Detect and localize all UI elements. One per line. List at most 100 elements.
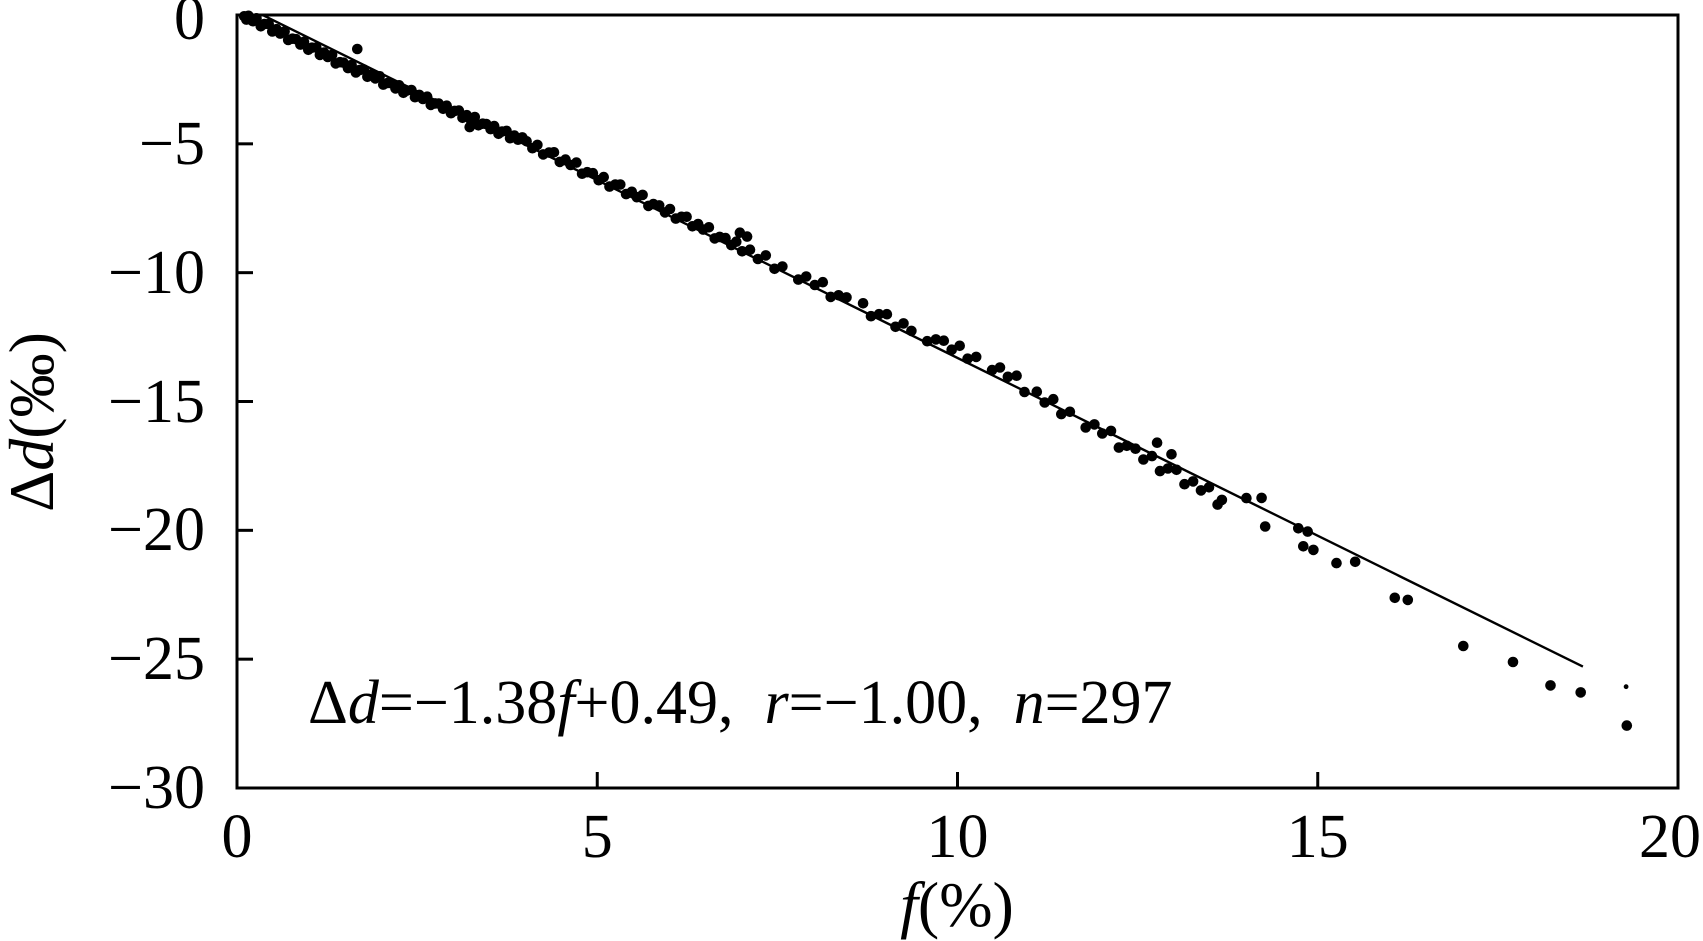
static-text: Δ	[0, 470, 67, 512]
data-point	[752, 253, 764, 265]
data-point	[1187, 476, 1199, 487]
fit-equation-annotation: Δd=−1.38f+0.49, r=−1.00, n=297	[308, 668, 1173, 738]
data-point	[1216, 494, 1228, 506]
data-point	[906, 325, 917, 337]
data-point	[1056, 408, 1067, 420]
data-point	[532, 139, 543, 151]
data-point	[1138, 454, 1149, 465]
data-point	[1179, 478, 1190, 490]
x-tick-label: 0	[221, 803, 253, 871]
y-axis-title: Δd(‰)	[0, 272, 67, 572]
data-point	[777, 261, 788, 272]
data-point	[898, 318, 909, 329]
data-point	[1162, 463, 1174, 474]
data-point	[488, 120, 500, 132]
data-point	[1011, 370, 1022, 382]
y-tick-label: −10	[108, 238, 205, 307]
data-point	[298, 36, 310, 48]
static-text: =297	[1044, 669, 1173, 737]
variable-text: d	[347, 669, 379, 737]
data-point	[1130, 443, 1141, 455]
y-tick-label: −30	[108, 754, 205, 822]
data-point	[469, 111, 481, 123]
data-point	[1146, 450, 1158, 462]
data-point	[548, 147, 560, 158]
data-point	[1064, 406, 1076, 418]
variable-text: f	[900, 869, 918, 940]
data-point	[938, 335, 950, 347]
scatter-points	[238, 10, 1633, 731]
data-point	[760, 250, 772, 261]
data-point	[1293, 523, 1304, 534]
variable-text: f	[557, 669, 575, 737]
data-point	[1545, 680, 1556, 691]
data-point	[1256, 492, 1267, 504]
y-tick-label: −5	[139, 109, 205, 178]
data-point	[1621, 720, 1633, 731]
x-tick-label: 15	[1286, 803, 1349, 871]
static-text: Δ	[308, 669, 348, 737]
data-point	[374, 71, 386, 82]
data-point	[921, 335, 933, 347]
x-tick-label: 5	[581, 803, 613, 871]
data-point	[890, 321, 901, 333]
data-point	[598, 171, 609, 183]
data-point	[817, 276, 829, 288]
data-point	[1302, 526, 1313, 537]
data-point	[1575, 687, 1586, 698]
data-point	[1019, 386, 1030, 398]
data-point	[653, 200, 665, 211]
static-text: =−1.00,	[788, 669, 1014, 737]
variable-text: r	[764, 669, 789, 737]
y-tick-label: −20	[108, 496, 205, 565]
y-tick-label: −25	[108, 625, 205, 694]
data-point	[1349, 556, 1361, 568]
data-point	[865, 310, 877, 322]
data-point	[1259, 521, 1271, 532]
data-point	[744, 244, 756, 255]
data-point	[637, 189, 648, 201]
static-text: =−1.38	[378, 669, 558, 737]
data-point	[1195, 485, 1207, 496]
data-point	[809, 279, 821, 291]
x-tick-label: 10	[926, 803, 989, 871]
data-point	[881, 308, 893, 320]
data-point	[1203, 482, 1215, 493]
data-point	[464, 121, 476, 133]
data-point	[962, 353, 973, 365]
y-tick-label: 0	[174, 0, 205, 53]
x-tick-label: 20	[1639, 803, 1701, 871]
data-point	[1113, 442, 1125, 453]
data-point	[1389, 592, 1401, 604]
data-point	[326, 49, 338, 61]
data-point	[731, 236, 742, 247]
variable-text: n	[1013, 669, 1045, 737]
data-point	[664, 203, 676, 215]
data-point	[720, 232, 731, 244]
data-point	[930, 334, 942, 345]
data-point	[1458, 640, 1469, 652]
data-point	[681, 211, 692, 223]
data-point	[1121, 440, 1133, 452]
data-point	[1166, 449, 1177, 460]
data-point	[1105, 425, 1117, 437]
data-point	[1623, 684, 1629, 690]
data-point	[1080, 422, 1091, 433]
data-point	[954, 340, 965, 352]
data-point	[1039, 397, 1050, 408]
data-point	[1097, 428, 1108, 439]
data-point	[741, 231, 753, 242]
data-point	[1241, 492, 1252, 504]
data-point	[1298, 541, 1309, 552]
data-point	[1331, 557, 1342, 569]
data-point	[587, 167, 599, 179]
data-point	[1048, 393, 1059, 405]
data-point	[1002, 371, 1014, 383]
data-point	[800, 271, 812, 282]
data-point	[873, 308, 885, 320]
static-text: (%)	[917, 869, 1014, 940]
data-point	[279, 26, 290, 37]
data-point	[841, 292, 852, 303]
